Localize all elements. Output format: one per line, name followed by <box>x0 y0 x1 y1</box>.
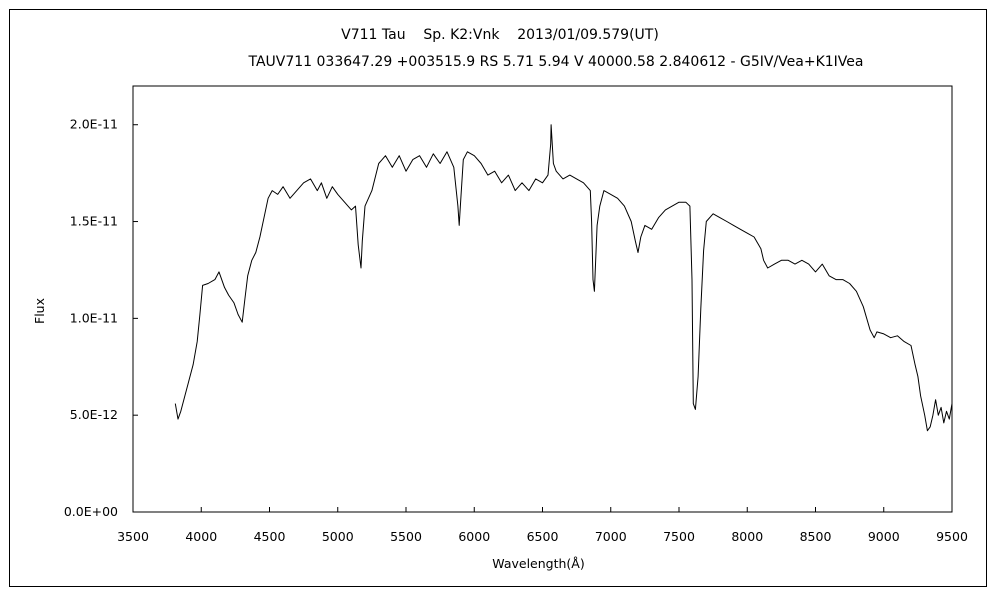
y-tick-label: 0.0E+00 <box>64 504 118 519</box>
chart-frame <box>9 9 987 587</box>
x-tick-label: 8000 <box>731 529 763 544</box>
y-axis-label: Flux <box>32 298 47 324</box>
x-tick-label: 9500 <box>936 529 968 544</box>
x-tick-label: 5500 <box>390 529 422 544</box>
x-tick-label: 8500 <box>800 529 832 544</box>
y-tick-label: 5.0E-12 <box>70 407 118 422</box>
x-tick-label: 9000 <box>868 529 900 544</box>
y-tick-label: 1.0E-11 <box>70 310 118 325</box>
x-tick-label: 7500 <box>663 529 695 544</box>
spectrum-line <box>174 124 953 432</box>
y-tick-label: 2.0E-11 <box>70 117 118 132</box>
chart-subtitle: TAUV711 033647.29 +003515.9 RS 5.71 5.94… <box>247 54 863 70</box>
y-axis: 0.0E+00 5.0E-12 1.0E-11 1.5E-11 2.0E-11 <box>64 117 138 519</box>
chart-title: V711 Tau Sp. K2:Vnk 2013/01/09.579(UT) <box>341 27 659 43</box>
plot-area <box>132 85 953 513</box>
x-tick-label: 6500 <box>527 529 559 544</box>
x-tick-label: 5000 <box>322 529 354 544</box>
x-axis-label: Wavelength(Å) <box>492 556 584 571</box>
y-tick-label: 1.5E-11 <box>70 214 118 229</box>
x-tick-label: 6000 <box>458 529 490 544</box>
x-tick-label: 4500 <box>254 529 286 544</box>
x-axis: 3500 4000 4500 5000 5500 6000 6500 7000 7500 8000… <box>117 507 968 544</box>
x-tick-label: 7000 <box>595 529 627 544</box>
x-tick-label: 3500 <box>117 529 149 544</box>
x-tick-label: 4000 <box>185 529 217 544</box>
